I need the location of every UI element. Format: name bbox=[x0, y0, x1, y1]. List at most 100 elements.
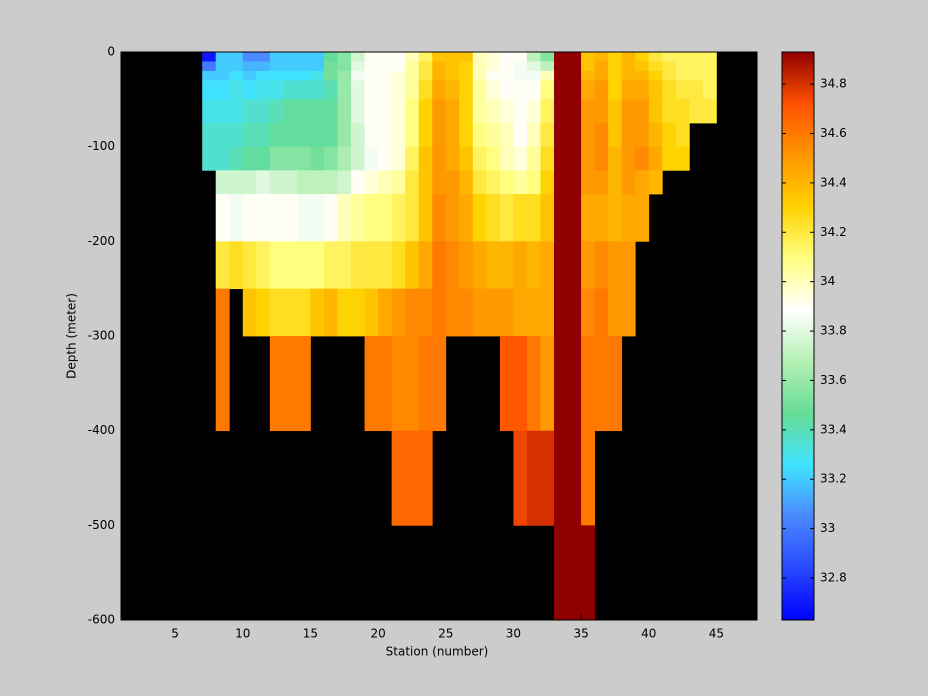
heatmap-cell bbox=[432, 70, 447, 81]
heatmap-cell bbox=[499, 80, 514, 100]
heatmap-cell bbox=[391, 170, 406, 195]
heatmap-cell bbox=[486, 170, 501, 195]
heatmap-cell bbox=[256, 194, 271, 242]
heatmap-cell bbox=[662, 70, 677, 81]
heatmap-cell bbox=[229, 70, 244, 81]
heatmap-cell bbox=[445, 70, 460, 81]
heatmap-cell bbox=[256, 288, 271, 337]
heatmap-cell bbox=[418, 288, 433, 337]
heatmap-cell bbox=[540, 430, 555, 526]
heatmap-cell bbox=[648, 70, 663, 81]
heatmap-cell bbox=[499, 61, 514, 72]
heatmap-cell bbox=[283, 241, 298, 290]
heatmap-cell bbox=[554, 146, 568, 171]
heatmap-cell bbox=[554, 288, 568, 337]
heatmap-cell bbox=[635, 61, 650, 72]
heatmap-cell bbox=[472, 61, 487, 72]
heatmap-cell bbox=[215, 336, 230, 432]
heatmap-cell bbox=[621, 61, 636, 72]
heatmap-cell bbox=[472, 99, 487, 124]
heatmap-cell bbox=[486, 70, 501, 81]
heatmap-cell bbox=[310, 194, 325, 242]
y-tick-label: -300 bbox=[88, 329, 115, 343]
heatmap-cell bbox=[635, 123, 650, 148]
y-tick-label: -100 bbox=[88, 139, 115, 153]
heatmap-cell bbox=[513, 99, 528, 124]
heatmap-cell bbox=[405, 170, 420, 195]
heatmap-cell bbox=[486, 80, 501, 100]
heatmap-cell bbox=[432, 146, 447, 171]
heatmap-cell bbox=[526, 99, 541, 124]
heatmap-cell bbox=[513, 80, 528, 100]
heatmap-cell bbox=[391, 336, 406, 432]
heatmap-cell bbox=[391, 194, 406, 242]
heatmap-cell bbox=[364, 194, 379, 242]
heatmap-cell bbox=[459, 70, 474, 81]
heatmap-cell bbox=[351, 241, 365, 290]
heatmap-cell bbox=[215, 61, 230, 72]
heatmap-cell bbox=[635, 52, 650, 62]
heatmap-cell bbox=[337, 123, 352, 148]
heatmap-cell bbox=[269, 170, 284, 195]
heatmap-cell bbox=[513, 70, 528, 81]
heatmap-cell bbox=[405, 288, 420, 337]
heatmap-cell bbox=[540, 70, 555, 81]
heatmap-cell bbox=[675, 70, 690, 81]
heatmap-cell bbox=[378, 194, 393, 242]
heatmap-cell bbox=[242, 146, 257, 171]
colorbar-tick-label: 33.2 bbox=[820, 472, 847, 486]
colorbar bbox=[781, 51, 815, 621]
heatmap-cell bbox=[648, 123, 663, 148]
heatmap-cell bbox=[215, 123, 230, 148]
heatmap-cell bbox=[472, 123, 487, 148]
heatmap-cell bbox=[621, 52, 636, 62]
heatmap-cell bbox=[526, 146, 541, 171]
heatmap-cell bbox=[432, 170, 447, 195]
heatmap-cell bbox=[391, 52, 406, 62]
heatmap-cell bbox=[405, 123, 420, 148]
heatmap-cell bbox=[391, 241, 406, 290]
heatmap-cell bbox=[445, 123, 460, 148]
heatmap-cell bbox=[269, 336, 284, 432]
heatmap-cell bbox=[513, 430, 528, 526]
x-tick-label: 45 bbox=[709, 627, 724, 641]
heatmap-cell bbox=[526, 241, 541, 290]
heatmap-cell bbox=[364, 99, 379, 124]
heatmap-cell bbox=[608, 80, 623, 100]
heatmap-cell bbox=[323, 146, 338, 171]
heatmap-cell bbox=[256, 80, 271, 100]
heatmap-cell bbox=[554, 52, 568, 62]
heatmap-cell bbox=[459, 52, 474, 62]
heatmap-cell bbox=[567, 146, 582, 171]
heatmap-cell bbox=[554, 241, 568, 290]
x-axis-label: Station (number) bbox=[386, 645, 489, 659]
heatmap-cell bbox=[540, 336, 555, 432]
heatmap-cell bbox=[337, 194, 352, 242]
heatmap-cell bbox=[405, 99, 420, 124]
heatmap-cell bbox=[391, 430, 406, 526]
heatmap-cell bbox=[608, 336, 623, 432]
heatmap-cell bbox=[445, 99, 460, 124]
heatmap-cell bbox=[418, 170, 433, 195]
heatmap-cell bbox=[202, 146, 217, 171]
heatmap-cell bbox=[526, 123, 541, 148]
heatmap-cell bbox=[323, 61, 338, 72]
heatmap-cell bbox=[608, 288, 623, 337]
heatmap-cell bbox=[296, 99, 311, 124]
heatmap-cell bbox=[702, 99, 717, 124]
heatmap-cell bbox=[635, 99, 650, 124]
heatmap-cell bbox=[215, 170, 230, 195]
heatmap-cell bbox=[540, 61, 555, 72]
heatmap-cell bbox=[445, 170, 460, 195]
heatmap-cell bbox=[269, 194, 284, 242]
heatmap-cell bbox=[364, 61, 379, 72]
heatmap-cell bbox=[554, 170, 568, 195]
heatmap-cell bbox=[581, 241, 596, 290]
heatmap-cell bbox=[378, 52, 393, 62]
heatmap-cell bbox=[648, 170, 663, 195]
heatmap-cell bbox=[526, 430, 541, 526]
heatmap-cell bbox=[675, 52, 690, 62]
heatmap-cell bbox=[472, 70, 487, 81]
heatmap-cell bbox=[378, 70, 393, 81]
